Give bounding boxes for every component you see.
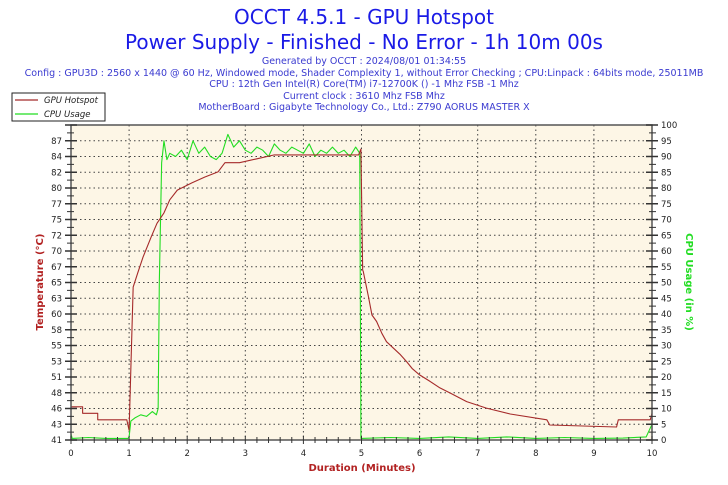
y-axis-title: Temperature (°C) xyxy=(35,234,46,331)
legend-label-cpu-usage: CPU Usage xyxy=(44,110,90,120)
y-tick-label: 67 xyxy=(51,263,62,273)
x-tick-label: 0 xyxy=(68,449,73,459)
x-tick-label: 3 xyxy=(243,449,248,459)
x-tick-label: 4 xyxy=(301,449,306,459)
chart-subtitle: Power Supply - Finished - No Error - 1h … xyxy=(125,30,603,54)
y2-tick-label: 0 xyxy=(661,436,666,446)
y2-tick-label: 35 xyxy=(661,326,672,336)
y-tick-label: 55 xyxy=(51,342,62,352)
y-tick-label: 51 xyxy=(51,373,62,383)
info-cpu: CPU : 12th Gen Intel(R) Core(TM) i7-1270… xyxy=(209,79,519,90)
x-tick-label: 8 xyxy=(533,449,538,459)
y-tick-label: 53 xyxy=(51,357,62,367)
y-tick-label: 70 xyxy=(51,247,62,257)
legend-label-gpu-hotspot: GPU Hotspot xyxy=(44,96,99,106)
info-config: Config : GPU3D : 2560 x 1440 @ 60 Hz, Wi… xyxy=(24,67,704,79)
y2-tick-label: 25 xyxy=(661,357,672,367)
y-tick-label: 75 xyxy=(51,216,62,226)
x-tick-label: 5 xyxy=(359,449,364,459)
y2-tick-label: 5 xyxy=(661,420,666,430)
series-line-cpu-usage xyxy=(70,133,653,439)
chart-title: OCCT 4.5.1 - GPU Hotspot xyxy=(234,5,494,29)
x-tick-label: 6 xyxy=(417,449,422,459)
y2-tick-label: 15 xyxy=(661,389,672,399)
info-clock: Current clock : 3610 Mhz FSB Mhz xyxy=(283,90,445,102)
legend-box xyxy=(11,92,106,122)
y-tick-label: 41 xyxy=(51,436,62,446)
y-tick-label: 80 xyxy=(51,184,62,194)
y-tick-label: 65 xyxy=(51,279,62,289)
y-tick-label: 84 xyxy=(51,153,62,163)
y2-tick-label: 85 xyxy=(661,168,672,178)
y-tick-label: 60 xyxy=(51,310,62,320)
y2-tick-label: 50 xyxy=(661,279,672,289)
y2-axis-title: CPU Usage (in %) xyxy=(683,233,694,331)
y2-tick-label: 20 xyxy=(661,373,672,383)
y-tick-label: 48 xyxy=(51,389,62,399)
y2-tick-label: 75 xyxy=(661,200,672,210)
x-tick-label: 2 xyxy=(184,449,189,459)
x-tick-label: 1 xyxy=(126,449,131,459)
info-motherboard: MotherBoard : Gigabyte Technology Co., L… xyxy=(198,102,530,113)
y2-tick-label: 30 xyxy=(661,342,672,352)
y2-tick-label: 90 xyxy=(661,153,672,163)
x-axis-title: Duration (Minutes) xyxy=(308,463,415,474)
y-tick-label: 58 xyxy=(51,326,62,336)
y2-tick-label: 10 xyxy=(661,405,672,415)
y-tick-label: 63 xyxy=(51,294,62,304)
x-tick-label: 10 xyxy=(647,449,658,459)
y-tick-label: 77 xyxy=(51,200,62,210)
y2-tick-label: 80 xyxy=(661,184,672,194)
y2-tick-label: 55 xyxy=(661,263,672,273)
y2-tick-label: 60 xyxy=(661,247,672,257)
y-tick-label: 46 xyxy=(51,405,62,415)
y-tick-label: 82 xyxy=(51,168,62,178)
series-line-gpu-hotspot xyxy=(71,148,653,431)
legend: GPU Hotspot CPU Usage xyxy=(11,92,106,122)
y2-tick-label: 100 xyxy=(661,121,677,131)
x-tick-label: 9 xyxy=(591,449,596,459)
y2-tick-label: 70 xyxy=(661,216,672,226)
info-generated: Generated by OCCT : 2024/08/01 01:34:55 xyxy=(261,56,467,67)
y-tick-label: 72 xyxy=(51,231,62,241)
x-tick-label: 7 xyxy=(475,449,480,459)
y-tick-label: 87 xyxy=(51,137,62,147)
y2-tick-label: 40 xyxy=(661,310,672,320)
y2-tick-label: 45 xyxy=(661,294,672,304)
y2-tick-label: 95 xyxy=(661,137,672,147)
y-tick-label: 43 xyxy=(51,420,62,430)
y2-tick-label: 65 xyxy=(661,231,672,241)
